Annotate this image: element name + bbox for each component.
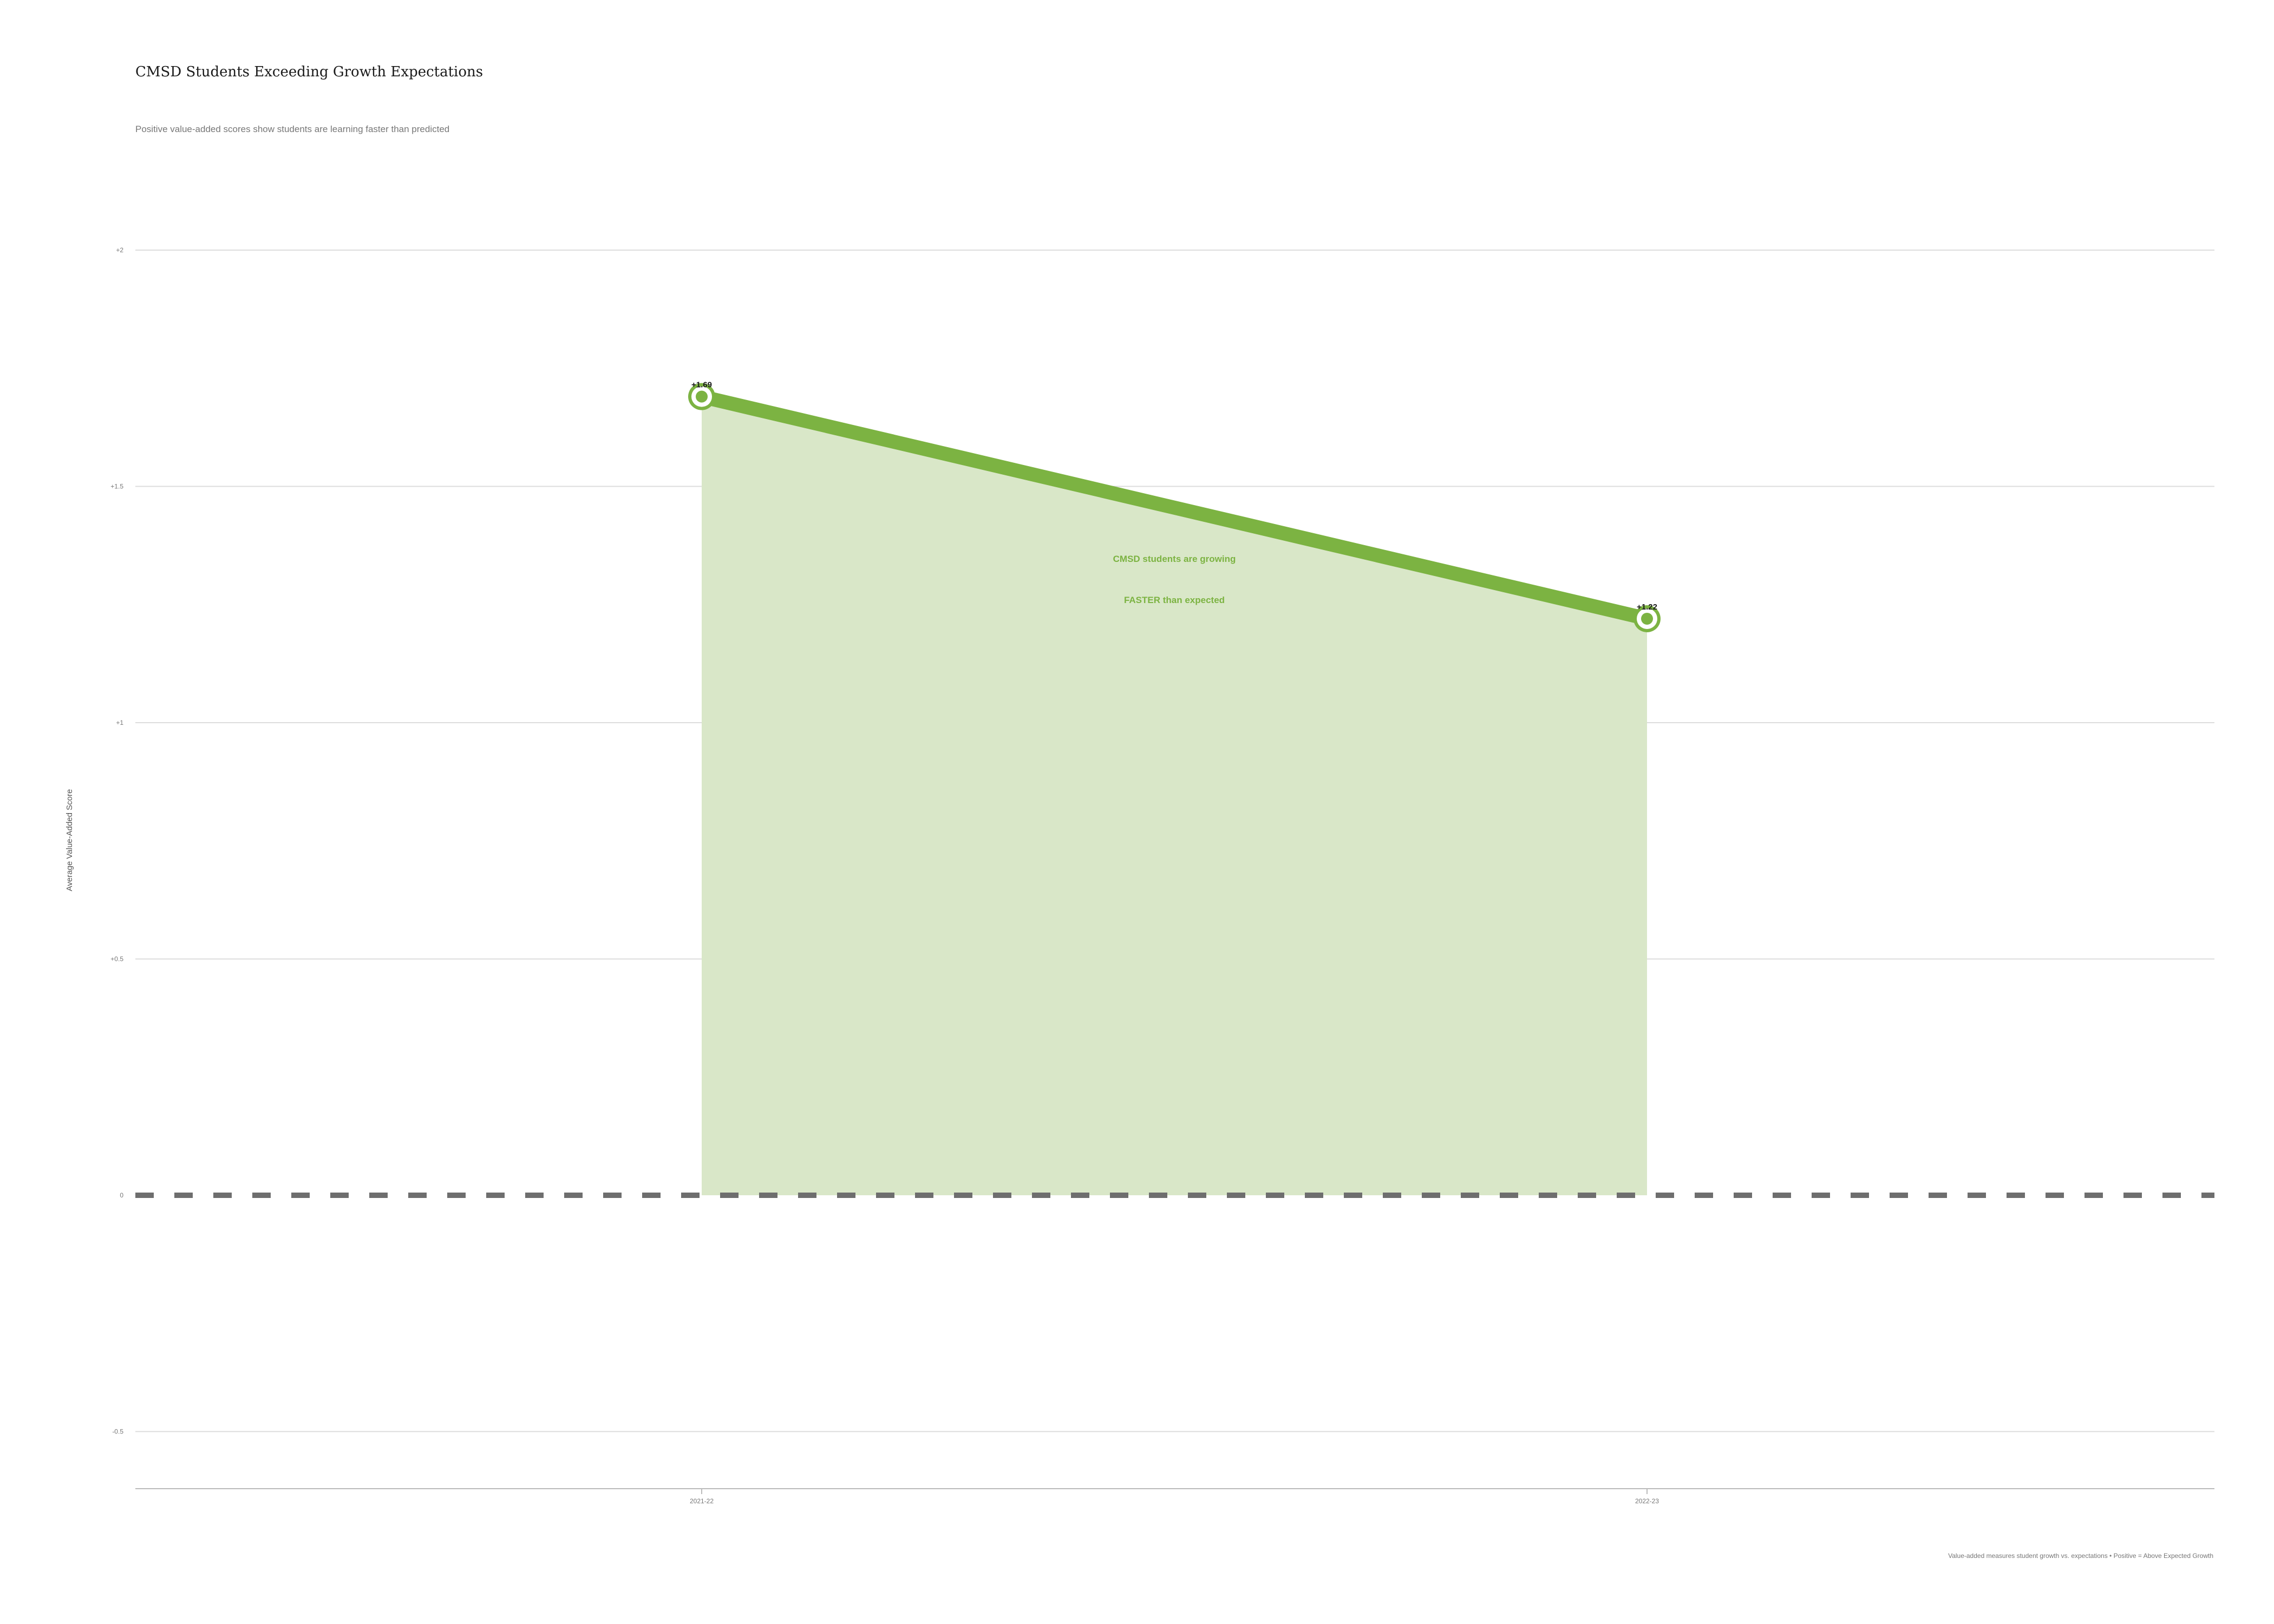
series-line [700,389,1649,626]
data-label: +1.69 [691,381,712,390]
annotation-text: CMSD students are growing [1113,554,1236,564]
y-tick-label: +2 [116,246,123,254]
data-point-center [1641,612,1653,625]
x-tick-label: 2022-23 [1635,1497,1659,1505]
series-polyline [700,389,1649,626]
data-labels: +1.69 +1.22 [691,381,1657,612]
y-tick-label: +1 [116,719,123,726]
area-fill [702,396,1647,1195]
data-point-center [696,390,708,403]
chart-title: CMSD Students Exceeding Growth Expectati… [135,64,483,80]
chart-subtitle: Positive value-added scores show student… [135,124,449,134]
data-points [688,383,1661,632]
y-tick-label: +1.5 [110,483,123,490]
data-label: +1.22 [1637,603,1657,612]
annotation: CMSD students are growing FASTER than exp… [1113,554,1236,605]
y-axis-label: Average Value-Added Score [65,789,74,892]
y-tick-label: 0 [120,1191,123,1199]
x-tick-label: 2021-22 [690,1497,714,1505]
y-tick-label: +0.5 [110,955,123,963]
y-tick-label: -0.5 [112,1428,123,1436]
annotation-text: FASTER than expected [1124,595,1225,605]
area-series [702,396,1647,1195]
footer-note: Value-added measures student growth vs. … [1948,1552,2213,1560]
y-tick-labels: -0.5 0 +0.5 +1 +1.5 +2 [110,246,123,1436]
x-tick-labels: 2021-22 2022-23 [690,1489,1659,1505]
